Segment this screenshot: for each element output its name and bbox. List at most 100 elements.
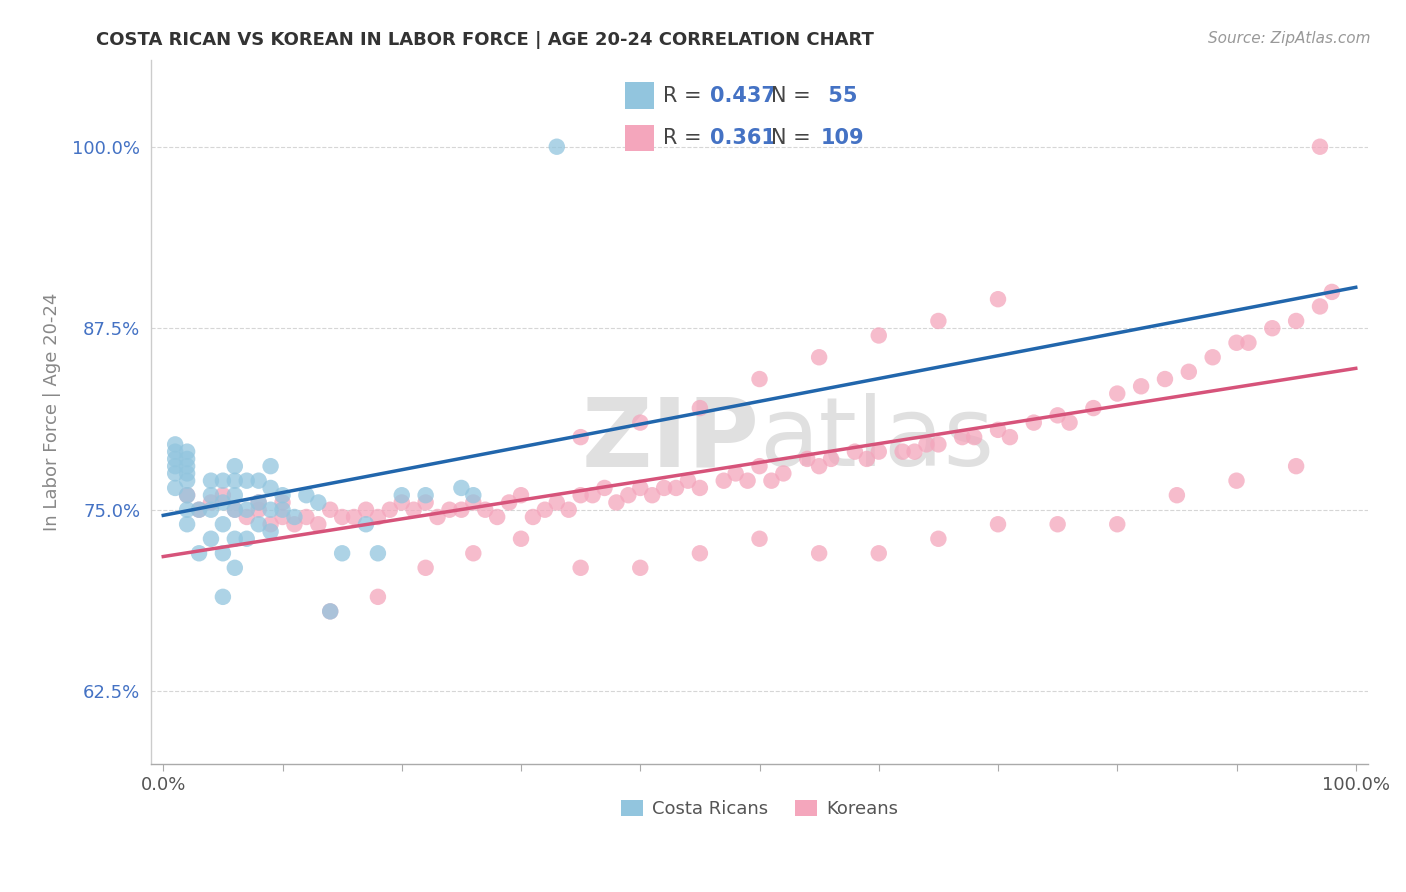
Point xyxy=(367,510,389,524)
Point xyxy=(1261,321,1284,335)
Point xyxy=(283,517,305,532)
Point xyxy=(391,495,413,509)
Point xyxy=(188,502,211,516)
Point xyxy=(927,314,949,328)
Point xyxy=(165,437,187,451)
Point xyxy=(415,488,437,502)
Point xyxy=(176,467,198,481)
Point xyxy=(224,488,246,502)
Point xyxy=(724,467,747,481)
Point xyxy=(212,517,235,532)
Point xyxy=(1178,365,1201,379)
Point xyxy=(247,517,270,532)
Point xyxy=(593,481,616,495)
Point xyxy=(224,532,246,546)
Point xyxy=(188,502,211,516)
Point xyxy=(176,451,198,466)
Point xyxy=(796,451,818,466)
Point xyxy=(1225,474,1247,488)
Point xyxy=(165,459,187,474)
Point xyxy=(330,510,353,524)
Point xyxy=(200,474,222,488)
Point xyxy=(176,474,198,488)
Point xyxy=(628,481,651,495)
Point xyxy=(808,546,831,560)
Point xyxy=(247,495,270,509)
Point xyxy=(1022,416,1045,430)
Point xyxy=(295,488,318,502)
Point xyxy=(235,510,257,524)
Point xyxy=(212,590,235,604)
Point xyxy=(224,561,246,575)
Point xyxy=(546,495,568,509)
Point xyxy=(259,459,281,474)
Point xyxy=(200,502,222,516)
Point xyxy=(450,481,472,495)
Point xyxy=(271,510,294,524)
Point xyxy=(319,604,342,618)
Point xyxy=(808,351,831,365)
Point xyxy=(987,517,1010,532)
Point xyxy=(415,495,437,509)
Point xyxy=(224,459,246,474)
Point xyxy=(1059,416,1081,430)
Point xyxy=(319,604,342,618)
Point xyxy=(474,502,496,516)
Point xyxy=(1285,314,1308,328)
Point xyxy=(271,488,294,502)
Point xyxy=(165,481,187,495)
Point xyxy=(950,430,973,444)
Point xyxy=(354,517,377,532)
Point xyxy=(212,474,235,488)
Point xyxy=(1225,335,1247,350)
Point xyxy=(569,430,592,444)
Point xyxy=(856,451,879,466)
Point xyxy=(165,444,187,458)
Point xyxy=(307,495,329,509)
Point xyxy=(510,532,533,546)
Point xyxy=(235,502,257,516)
Point xyxy=(247,502,270,516)
Text: ZIP: ZIP xyxy=(582,393,759,486)
Point xyxy=(259,517,281,532)
Point xyxy=(463,495,485,509)
Point xyxy=(689,481,711,495)
Point xyxy=(235,532,257,546)
Point xyxy=(212,546,235,560)
Point xyxy=(617,488,640,502)
Point xyxy=(998,430,1021,444)
Point xyxy=(402,502,425,516)
Point xyxy=(212,495,235,509)
Point xyxy=(165,467,187,481)
Point xyxy=(987,292,1010,306)
Point xyxy=(343,510,366,524)
Point xyxy=(1166,488,1188,502)
Point xyxy=(772,467,794,481)
Point xyxy=(224,502,246,516)
Point xyxy=(927,532,949,546)
Point xyxy=(1309,300,1331,314)
Point xyxy=(415,561,437,575)
Point xyxy=(247,495,270,509)
Point xyxy=(522,510,544,524)
Point xyxy=(868,444,890,458)
Point xyxy=(1130,379,1153,393)
Point xyxy=(176,488,198,502)
Point xyxy=(868,328,890,343)
Point xyxy=(259,502,281,516)
Point xyxy=(761,474,783,488)
Point xyxy=(557,502,579,516)
Point xyxy=(628,561,651,575)
Point xyxy=(569,561,592,575)
Y-axis label: In Labor Force | Age 20-24: In Labor Force | Age 20-24 xyxy=(44,293,60,531)
Point xyxy=(1154,372,1177,386)
Point xyxy=(200,532,222,546)
Point xyxy=(367,590,389,604)
Point xyxy=(569,488,592,502)
Point xyxy=(319,502,342,516)
Point xyxy=(498,495,520,509)
Point xyxy=(235,474,257,488)
Point xyxy=(713,474,735,488)
Point xyxy=(1083,401,1105,415)
Legend: Costa Ricans, Koreans: Costa Ricans, Koreans xyxy=(614,792,905,825)
